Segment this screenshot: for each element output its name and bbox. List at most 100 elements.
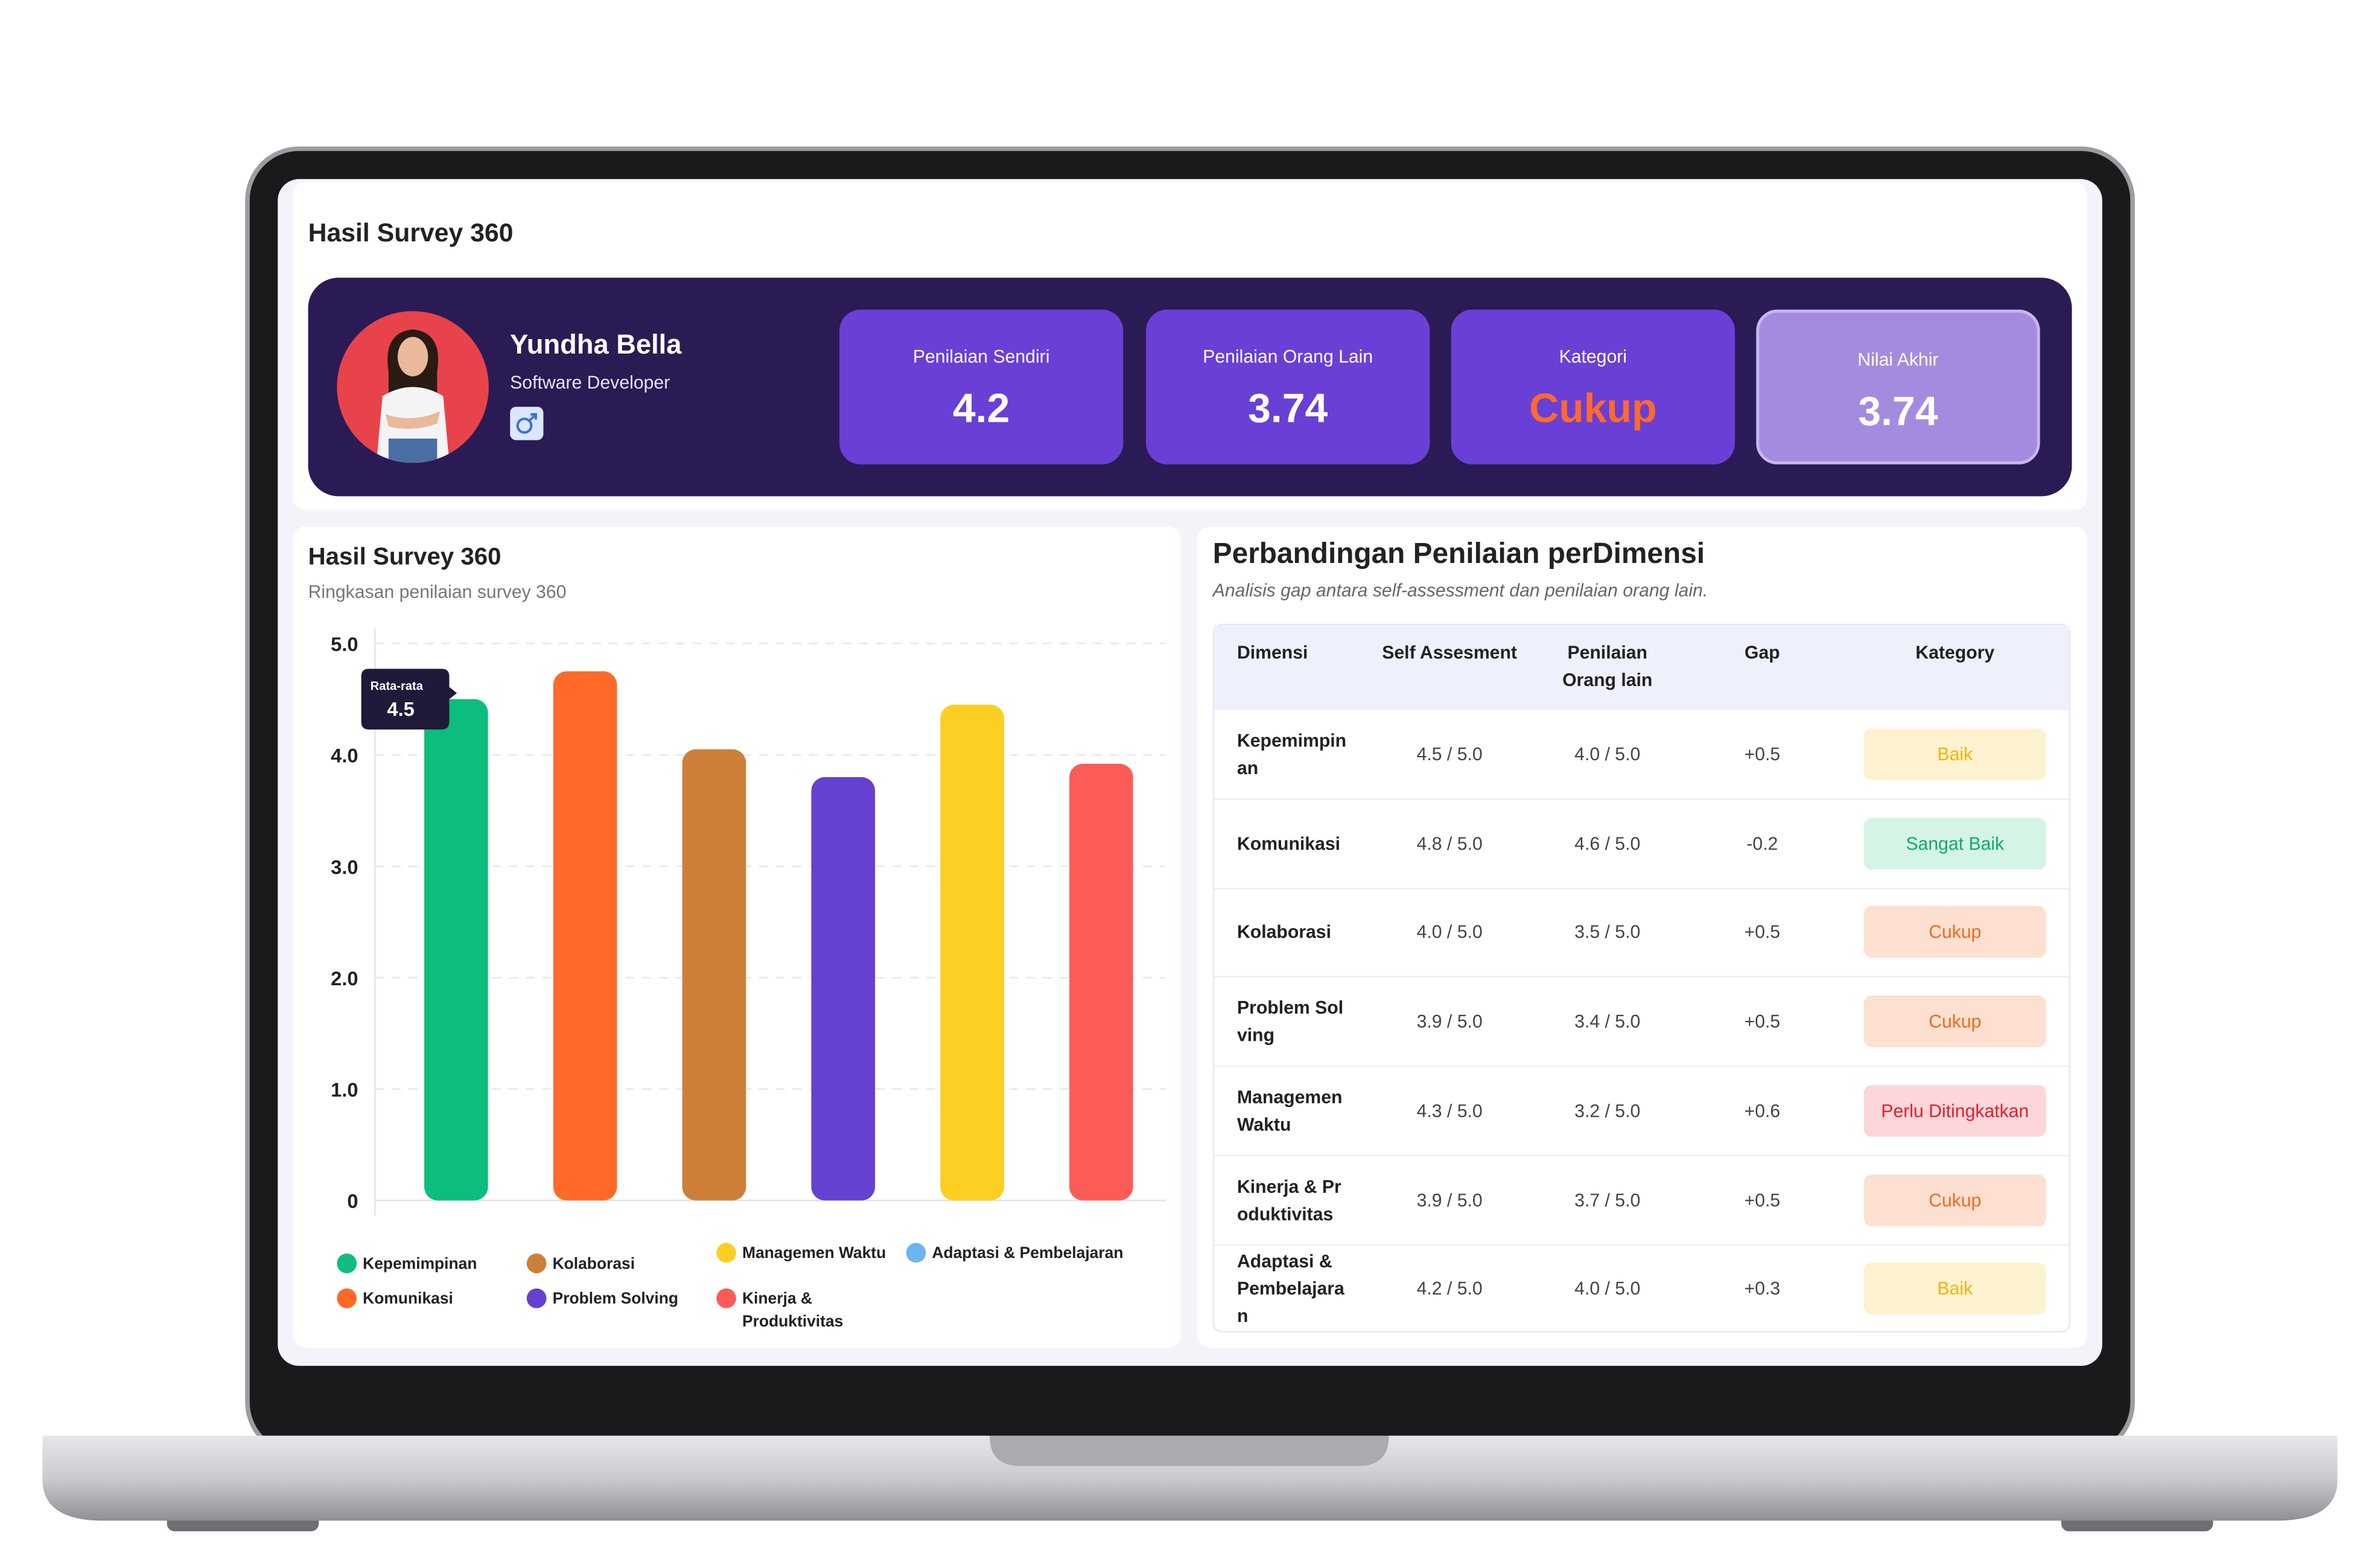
cell-gap: +0.5 (1744, 743, 1781, 765)
badge: Cukup (1863, 1174, 2046, 1226)
cell-self: 3.9 / 5.0 (1416, 1189, 1483, 1210)
bar (424, 699, 488, 1201)
cell-gap: +0.5 (1744, 921, 1781, 943)
y-tick-label: 0 (347, 1190, 358, 1212)
cell-dimensi: Kinerja & Produktivitas (1236, 1175, 1341, 1224)
legend-label: Kinerja & Produktivitas (742, 1290, 844, 1331)
y-tick-label: 5.0 (331, 633, 358, 655)
bar (682, 749, 746, 1201)
cell-gap: +0.5 (1744, 1189, 1781, 1210)
stat-value: 3.74 (1248, 385, 1328, 431)
stat-card: Nilai Akhir 3.74 (1756, 310, 2040, 465)
badge: Cukup (1863, 996, 2046, 1047)
table-header-cell: Gap (1744, 641, 1780, 664)
chart-subtitle: Ringkasan penilaian survey 360 (308, 581, 567, 603)
stat-card: Penilaian Orang Lain 3.74 (1146, 310, 1430, 465)
bar (940, 705, 1004, 1201)
badge: Cukup (1863, 906, 2046, 959)
badge: Sangat Baik (1863, 817, 2046, 869)
table-header (1214, 625, 2069, 711)
table (1212, 623, 2070, 1333)
table-header-cell: Self Assesment (1382, 641, 1517, 664)
cell-self: 4.3 / 5.0 (1416, 1100, 1483, 1122)
stat-label: Kategori (1559, 346, 1628, 367)
stat-value: Cukup (1529, 385, 1657, 431)
legend-dot (526, 1253, 547, 1274)
y-tick-label: 2.0 (331, 967, 358, 990)
cell-gap: +0.5 (1744, 1011, 1781, 1032)
y-tick-label: 4.0 (331, 745, 358, 767)
cell-other: 4.6 / 5.0 (1574, 833, 1641, 854)
chart-title: Hasil Survey 360 (308, 544, 501, 571)
row-divider (1214, 1065, 2069, 1067)
tooltip-box (361, 669, 457, 730)
cell-other: 3.4 / 5.0 (1574, 1011, 1641, 1032)
legend-dot (337, 1253, 357, 1274)
row-divider (1214, 976, 2069, 978)
badge: Baik (1863, 728, 2046, 780)
y-tick-label: 1.0 (331, 1079, 358, 1101)
row-divider (1214, 798, 2069, 800)
stat-value: 3.74 (1858, 388, 1938, 434)
cell-dimensi: Kolaborasi (1236, 921, 1331, 943)
stat-label: Penilaian Sendiri (912, 346, 1050, 367)
legend-dot (526, 1288, 547, 1309)
cell-self: 4.8 / 5.0 (1416, 833, 1483, 854)
stat-label: Nilai Akhir (1857, 349, 1939, 370)
avatar (337, 311, 489, 463)
gender-icon (510, 407, 544, 440)
table-header-cell: Kategory (1915, 641, 1995, 664)
bar (1069, 763, 1133, 1201)
cell-dimensi: Kepemimpinan (1236, 729, 1347, 779)
stat-card: Kategori Cukup (1451, 310, 1735, 465)
cell-dimensi: Problem Solving (1236, 997, 1344, 1046)
tooltip-value: 4.5 (387, 697, 414, 720)
table-header-cell: Dimensi (1236, 641, 1308, 664)
cell-dimensi: Managemen Waktu (1236, 1086, 1343, 1135)
cell-other: 3.2 / 5.0 (1574, 1100, 1641, 1122)
table-title: Perbandingan Penilaian perDimensi (1212, 538, 1705, 571)
profile-name: Yundha Bella (510, 329, 682, 360)
legend-dot (716, 1288, 736, 1309)
cell-gap: +0.3 (1744, 1278, 1781, 1300)
badge: Perlu Ditingkatkan (1863, 1084, 2046, 1137)
legend-label: Managemen Waktu (742, 1244, 886, 1263)
cell-other: 4.0 / 5.0 (1574, 1278, 1641, 1300)
row-divider (1214, 1154, 2069, 1157)
cell-other: 3.7 / 5.0 (1574, 1189, 1641, 1210)
row-divider (1214, 887, 2069, 889)
stat-value: 4.2 (952, 385, 1010, 431)
legend-label: Problem Solving (552, 1290, 678, 1309)
cell-self: 4.5 / 5.0 (1416, 743, 1483, 765)
cell-self: 4.2 / 5.0 (1416, 1278, 1483, 1300)
table-subtitle: Analisis gap antara self-assessment dan … (1212, 579, 1708, 602)
profile-role: Software Developer (510, 372, 670, 393)
row-divider (1214, 1244, 2069, 1245)
legend-label: Komunikasi (363, 1290, 453, 1309)
legend-dot (337, 1288, 357, 1309)
bar (553, 671, 617, 1201)
cell-other: 3.5 / 5.0 (1574, 921, 1641, 943)
cell-gap: -0.2 (1746, 833, 1778, 854)
legend-label: Kepemimpinan (363, 1255, 477, 1274)
legend-dot (716, 1243, 736, 1263)
cell-self: 3.9 / 5.0 (1416, 1011, 1483, 1032)
legend-label: Kolaborasi (552, 1255, 635, 1274)
cell-gap: +0.6 (1744, 1100, 1781, 1122)
tooltip-label: Rata-rata (371, 680, 424, 693)
cell-dimensi: Adaptasi & Pembelajaran (1236, 1251, 1344, 1327)
stat-label: Penilaian Orang Lain (1203, 346, 1373, 367)
badge: Baik (1863, 1263, 2046, 1315)
cell-other: 4.0 / 5.0 (1574, 743, 1641, 765)
stat-card: Penilaian Sendiri 4.2 (839, 310, 1124, 465)
table-header-cell: Penilaian Orang lain (1562, 641, 1653, 691)
page-title: Hasil Survey 360 (308, 218, 514, 247)
legend-dot (906, 1243, 926, 1263)
bar (811, 777, 876, 1201)
legend-label: Adaptasi & Pembelajaran (932, 1244, 1124, 1263)
cell-self: 4.0 / 5.0 (1416, 921, 1483, 943)
y-tick-label: 3.0 (331, 856, 358, 878)
